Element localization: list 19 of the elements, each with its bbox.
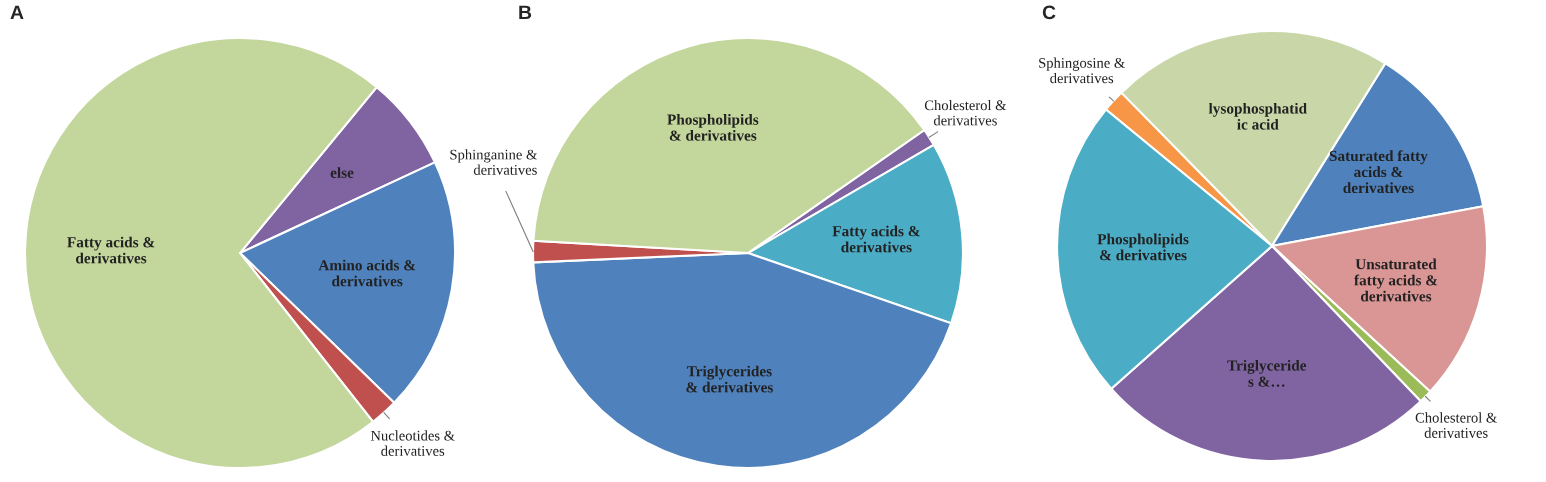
slice-label: Phospholipids & derivatives <box>1097 233 1189 261</box>
slice-label: Cholesterol & derivatives <box>1415 412 1498 438</box>
slice-label: lysophosphatid ic acid <box>1208 102 1307 130</box>
slice-label: Phospholipids & derivatives <box>667 114 759 141</box>
chart-title: B <box>519 5 532 20</box>
slice-label: Sphingosine & derivatives <box>1039 57 1125 84</box>
slice-label: Fatty acids & derivatives <box>832 225 920 253</box>
slice-label: Saturated fatty acids & derivatives <box>1329 150 1428 194</box>
slice-label: Amino acids & derivatives <box>318 259 416 287</box>
slice-label: Nucleotides & derivatives <box>370 430 455 456</box>
slice-label: Unsaturated fatty acids & derivatives <box>1354 258 1438 302</box>
chart-title: A <box>10 5 24 20</box>
slice-label: Cholesterol & derivatives <box>924 99 1007 126</box>
slice-label: Sphinganine & derivatives <box>450 149 538 175</box>
chart-title: C <box>1042 5 1056 20</box>
slice-label: Triglycerides & derivatives <box>686 365 773 393</box>
slice-label: Fatty acids & derivatives <box>67 236 155 264</box>
slice-label: Triglyceride s &… <box>1227 359 1307 387</box>
slice-label: else <box>330 167 354 178</box>
